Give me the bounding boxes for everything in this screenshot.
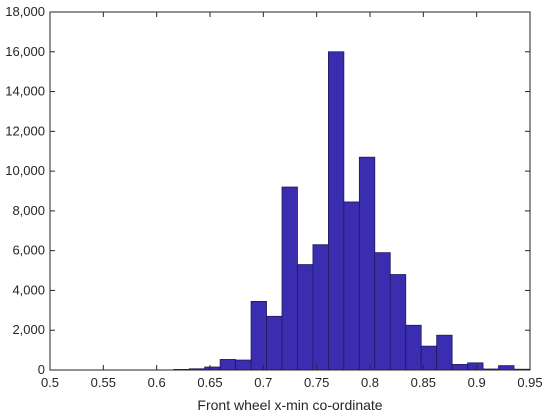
histogram-bar: [281, 186, 298, 371]
histogram-bars: [173, 51, 530, 371]
y-tick-label: 0: [38, 362, 45, 377]
x-tick-label: 0.95: [517, 375, 542, 390]
y-tick-label: 10,000: [5, 163, 45, 178]
x-tick-label: 0.75: [304, 375, 329, 390]
histogram-bar: [405, 324, 422, 371]
histogram-bar: [343, 201, 360, 371]
plot-frame: [49, 11, 531, 371]
x-tick-label: 0.9: [468, 375, 486, 390]
histogram-bar: [327, 51, 345, 371]
y-tick-label: 18,000: [5, 4, 45, 19]
histogram-bar: [436, 334, 453, 371]
histogram-bar: [297, 264, 314, 371]
x-axis: 0.5 0.55 0.6 0.65 0.7 0.75 0.8 0.85 0.9 0.95: [41, 12, 543, 390]
y-tick-label: 2,000: [12, 322, 45, 337]
histogram-bar: [219, 359, 236, 371]
x-tick-label: 0.55: [91, 375, 116, 390]
x-tick-label: 0.6: [148, 375, 166, 390]
y-tick-label: 4,000: [12, 282, 45, 297]
histogram-bar: [374, 252, 391, 371]
x-tick-label: 0.5: [41, 375, 59, 390]
y-tick-label: 16,000: [5, 44, 45, 59]
x-tick-label: 0.65: [197, 375, 222, 390]
y-tick-label: 8,000: [12, 203, 45, 218]
histogram-bar: [358, 156, 376, 371]
histogram-bar: [312, 244, 329, 371]
y-tick-label: 12,000: [5, 123, 45, 138]
y-tick-label: 14,000: [5, 84, 45, 99]
x-axis-label: Front wheel x-min co-ordinate: [197, 397, 382, 413]
x-tick-label: 0.8: [361, 375, 379, 390]
x-tick-label: 0.7: [254, 375, 272, 390]
histogram-bar: [235, 359, 252, 371]
histogram-bar: [389, 274, 407, 371]
histogram-bar: [498, 365, 515, 371]
histogram-bar: [451, 364, 468, 371]
y-tick-label: 6,000: [12, 243, 45, 258]
histogram-bar: [250, 300, 267, 371]
histogram-bar: [266, 315, 283, 371]
x-tick-label: 0.85: [411, 375, 436, 390]
y-axis: 0 2,000 4,000 6,000 8,000 10,000 12,000 14,000 1…: [5, 4, 530, 377]
histogram-bar: [467, 362, 484, 371]
